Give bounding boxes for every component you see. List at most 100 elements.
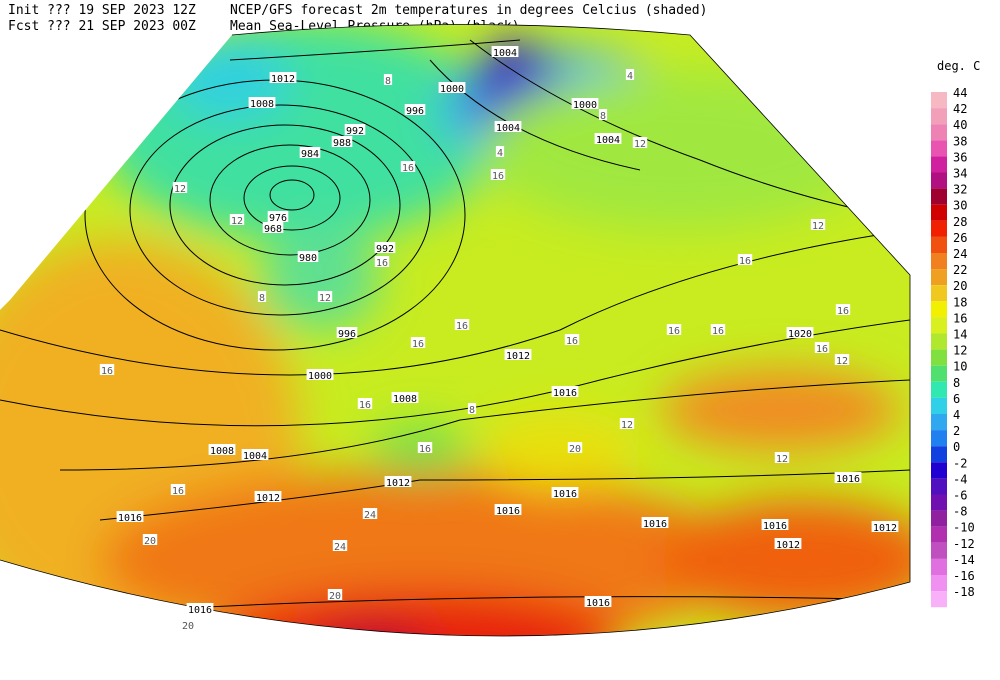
temperature-label-bg [257,291,267,302]
pressure-label-bg [491,46,519,57]
pressure-label: 980 [299,253,317,264]
temperature-label: 8 [259,293,265,304]
pressure-label: 1016 [553,388,577,399]
legend-swatch [931,365,947,382]
temperature-label-bg [619,418,635,429]
pressure-label: 1016 [586,598,610,609]
pressure-label-bg [267,211,289,222]
pressure-label-bg [551,487,579,498]
pressure-label: 976 [269,213,287,224]
pressure-label: 1012 [506,351,530,362]
temperature-label: 24 [364,510,376,521]
temperature-label-bg [357,398,373,409]
legend-title: deg. C [937,59,980,73]
pressure-label: 1004 [596,135,620,146]
legend-swatch [931,253,947,270]
pressure-label: 1004 [243,451,267,462]
legend-swatch [931,558,947,575]
legend-swatch [931,124,947,141]
temperature-label-bg [317,291,333,302]
legend-label: -16 [953,569,975,583]
temperature-label-bg [400,161,416,172]
temperature-label: 16 [419,444,431,455]
temperature-label: 12 [634,139,646,150]
pressure-label: 1016 [836,474,860,485]
temperature-label: 16 [101,366,113,377]
legend-swatch [931,414,947,431]
pressure-label-bg [584,596,612,607]
pressure-label: 1000 [573,100,597,111]
pressure-label: 984 [301,149,319,160]
temperature-label-bg [774,452,790,463]
legend-label: 44 [953,86,967,100]
pressure-label: 1020 [788,329,812,340]
legend-label: -2 [953,456,967,470]
temperature-label: 16 [456,321,468,332]
temperature-label: 12 [836,356,848,367]
temperature-label: 8 [385,76,391,87]
pressure-label: 1012 [776,540,800,551]
temperature-label: 20 [182,621,194,632]
temperature-label: 12 [319,293,331,304]
legend-label: 4 [953,408,960,422]
pressure-label-bg [494,504,522,515]
map-border [0,24,911,637]
legend-swatch [931,236,947,253]
legend-swatch [931,494,947,511]
legend-label: 28 [953,215,967,229]
pressure-label: 996 [338,329,356,340]
legend-swatch [931,526,947,543]
temperature-label: 12 [812,221,824,232]
pressure-label: 1012 [386,478,410,489]
pressure-label-bg [336,327,358,338]
pressure-label-bg [299,147,321,158]
temperature-label-bg [814,342,830,353]
legend-label: -12 [953,537,975,551]
legend-label: -14 [953,553,975,567]
temperature-label-bg [170,484,186,495]
pressure-label-bg [871,521,899,532]
legend-label: -6 [953,489,967,503]
temperature-label: 16 [412,339,424,350]
pressure-label: 1008 [210,446,234,457]
legend-swatch [931,381,947,398]
temperature-label: 4 [627,71,633,82]
legend-swatch [931,108,947,125]
temperature-label: 16 [402,163,414,174]
temperature-label: 12 [231,216,243,227]
legend-label: 42 [953,102,967,116]
legend-label: 26 [953,231,967,245]
legend-label: -10 [953,521,975,535]
pressure-label: 1016 [553,489,577,500]
pressure-label: 988 [333,138,351,149]
legend-swatch [931,478,947,495]
pressure-label-bg [641,517,669,528]
pressure-label: 1012 [873,523,897,534]
temperature-label: 16 [492,171,504,182]
pressure-label: 1016 [763,521,787,532]
pressure-label: 1008 [250,99,274,110]
legend-swatch [931,575,947,592]
temperature-label-bg [567,442,583,453]
legend-label: 24 [953,247,967,261]
legend-swatch [931,333,947,350]
legend-swatch [931,542,947,559]
pressure-label-bg [269,72,297,83]
legend-swatch [931,430,947,447]
legend-label: 12 [953,344,967,358]
pressure-label-bg [344,124,366,135]
pressure-label-bg [384,476,412,487]
pressure-label-bg [331,136,353,147]
temperature-label: 16 [739,256,751,267]
pressure-label-bg [186,603,214,614]
pressure-label-bg [594,133,622,144]
pressure-label: 1000 [440,84,464,95]
temperature-label: 12 [174,184,186,195]
pressure-label-bg [438,82,466,93]
temperature-label: 20 [144,536,156,547]
pressure-label: 1004 [493,48,517,59]
map-area [0,24,910,636]
temperature-label-bg [495,146,505,157]
title: NCEP/GFS forecast 2m temperatures in deg… [230,3,707,18]
pressure-label-bg [306,369,334,380]
